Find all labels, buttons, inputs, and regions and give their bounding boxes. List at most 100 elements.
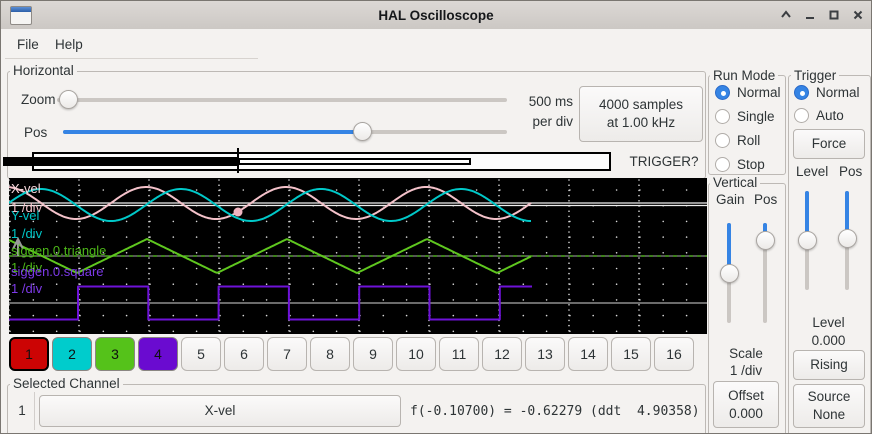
- vertical-pos-label: Pos: [754, 192, 778, 207]
- channel-button-8[interactable]: 8: [310, 337, 350, 371]
- channel-button-4[interactable]: 4: [138, 337, 178, 371]
- horizontal-pos-fill: [63, 130, 363, 134]
- record-pretrigger-bar: [3, 157, 238, 166]
- pos-label: Pos: [24, 125, 48, 140]
- source-line2: None: [812, 407, 846, 422]
- trace-0: [9, 186, 532, 220]
- titlebar[interactable]: HAL Oscilloscope: [1, 1, 871, 30]
- channel-button-10[interactable]: 10: [396, 337, 436, 371]
- maximize-icon[interactable]: [825, 6, 843, 24]
- channel-button-9[interactable]: 9: [353, 337, 393, 371]
- channel-button-15[interactable]: 15: [611, 337, 651, 371]
- trigger-level-value: 0.000: [811, 333, 846, 348]
- samples-line2: at 1.00 kHz: [606, 115, 676, 130]
- trace-3: [9, 285, 532, 321]
- channel-button-7[interactable]: 7: [267, 337, 307, 371]
- trigger-level-handle[interactable]: [798, 231, 817, 250]
- channel-button-3[interactable]: 3: [95, 337, 135, 371]
- channel-button-13[interactable]: 13: [525, 337, 565, 371]
- radio-icon[interactable]: [715, 84, 730, 100]
- scope-channel-label: 1 /div: [11, 226, 43, 241]
- samples-button[interactable]: 4000 samples at 1.00 kHz: [579, 86, 703, 142]
- trace-1: [9, 188, 531, 222]
- horizontal-zoom-slider[interactable]: [57, 98, 507, 102]
- scope-display[interactable]: X-vel 1 /div Y-vel 1 /div siggen.0.triangle 1…: [9, 178, 707, 334]
- channel-button-row: 1 2 3 4 5 6 7 8 9 10 11 12 13 14 15 16: [9, 337, 694, 371]
- trigger-edge-button[interactable]: Rising: [793, 350, 865, 380]
- trigger-force-button[interactable]: Force: [793, 129, 865, 159]
- radio-icon[interactable]: [715, 108, 730, 124]
- zoom-label: Zoom: [21, 92, 56, 107]
- force-button-label: Force: [811, 136, 847, 151]
- scope-channel-label: 1 /div: [11, 260, 43, 275]
- channel-readout: f(-0.10700) = -0.62279 (ddt 4.90358): [410, 404, 700, 419]
- menu-file[interactable]: File: [17, 36, 39, 52]
- window-title: HAL Oscilloscope: [378, 7, 494, 23]
- close-icon[interactable]: [849, 6, 867, 24]
- channel-button-1[interactable]: 1: [9, 337, 49, 371]
- radio-label: Stop: [737, 156, 765, 172]
- radio-icon[interactable]: [794, 84, 809, 100]
- minimize-icon[interactable]: [801, 6, 819, 24]
- scope-channel-label: Y-vel: [11, 208, 40, 223]
- trigger-option-normal[interactable]: Normal: [794, 84, 860, 100]
- radio-label: Auto: [816, 107, 844, 123]
- trigger-source-button[interactable]: Source None: [793, 384, 865, 428]
- offset-line2: 0.000: [729, 405, 763, 421]
- radio-label: Single: [737, 108, 775, 124]
- selected-channel-frame: [7, 384, 706, 433]
- trigger-level-fill: [805, 191, 809, 241]
- channel-button-6[interactable]: 6: [224, 337, 264, 371]
- trigger-option-auto[interactable]: Auto: [794, 107, 844, 123]
- selected-channel-number: 1: [18, 403, 26, 418]
- run-mode-option-normal[interactable]: Normal: [715, 84, 781, 100]
- scope-channel-label: siggen.0.square: [11, 264, 104, 279]
- scope-channel-label: 1 /div: [11, 281, 43, 296]
- channel-button-16[interactable]: 16: [654, 337, 694, 371]
- window-icon: [10, 6, 32, 25]
- scope-canvas: [9, 179, 707, 333]
- radio-label: Normal: [816, 84, 860, 100]
- scope-channel-label: siggen.0.triangle: [11, 243, 107, 258]
- menubar-divider: [5, 58, 258, 59]
- horizontal-zoom-handle[interactable]: [59, 90, 78, 109]
- run-mode-frame-label: Run Mode: [710, 68, 779, 83]
- radio-icon[interactable]: [715, 156, 730, 172]
- menubar: File Help: [1, 29, 871, 59]
- edge-button-label: Rising: [810, 357, 848, 372]
- channel-button-12[interactable]: 12: [482, 337, 522, 371]
- selected-channel-name: X-vel: [204, 403, 236, 418]
- channel-button-14[interactable]: 14: [568, 337, 608, 371]
- vertical-scale-caption: Scale: [729, 346, 763, 361]
- vertical-offset-button[interactable]: Offset 0.000: [713, 381, 779, 428]
- vertical-pos-slider[interactable]: [763, 223, 767, 323]
- selected-channel-divider: [34, 392, 35, 430]
- run-mode-option-single[interactable]: Single: [715, 108, 775, 124]
- run-mode-option-stop[interactable]: Stop: [715, 156, 765, 172]
- menu-help[interactable]: Help: [55, 36, 83, 52]
- channel-button-5[interactable]: 5: [181, 337, 221, 371]
- run-mode-option-roll[interactable]: Roll: [715, 132, 760, 148]
- radio-icon[interactable]: [715, 132, 730, 148]
- per-div-caption: per div: [532, 114, 573, 129]
- record-posttrigger-bar: [238, 158, 471, 165]
- trigger-question-label: TRIGGER?: [629, 154, 699, 169]
- vertical-gain-handle[interactable]: [720, 264, 739, 283]
- shade-icon[interactable]: [777, 6, 795, 24]
- trigger-position-marker: [237, 148, 239, 173]
- trace-2: [9, 238, 532, 274]
- radio-label: Roll: [737, 132, 761, 148]
- trigger-pos-handle[interactable]: [838, 229, 857, 248]
- vertical-frame-label: Vertical: [710, 175, 761, 190]
- scope-channel-label: 1 /div: [11, 200, 43, 215]
- trigger-sample-marker: [233, 207, 243, 217]
- channel-button-11[interactable]: 11: [439, 337, 479, 371]
- radio-icon[interactable]: [794, 107, 809, 123]
- channel-button-2[interactable]: 2: [52, 337, 92, 371]
- vertical-pos-handle[interactable]: [756, 231, 775, 250]
- horizontal-frame-label: Horizontal: [10, 63, 77, 78]
- horizontal-pos-handle[interactable]: [353, 122, 372, 141]
- selected-channel-name-button[interactable]: X-vel: [39, 395, 401, 427]
- source-line1: Source: [807, 389, 851, 404]
